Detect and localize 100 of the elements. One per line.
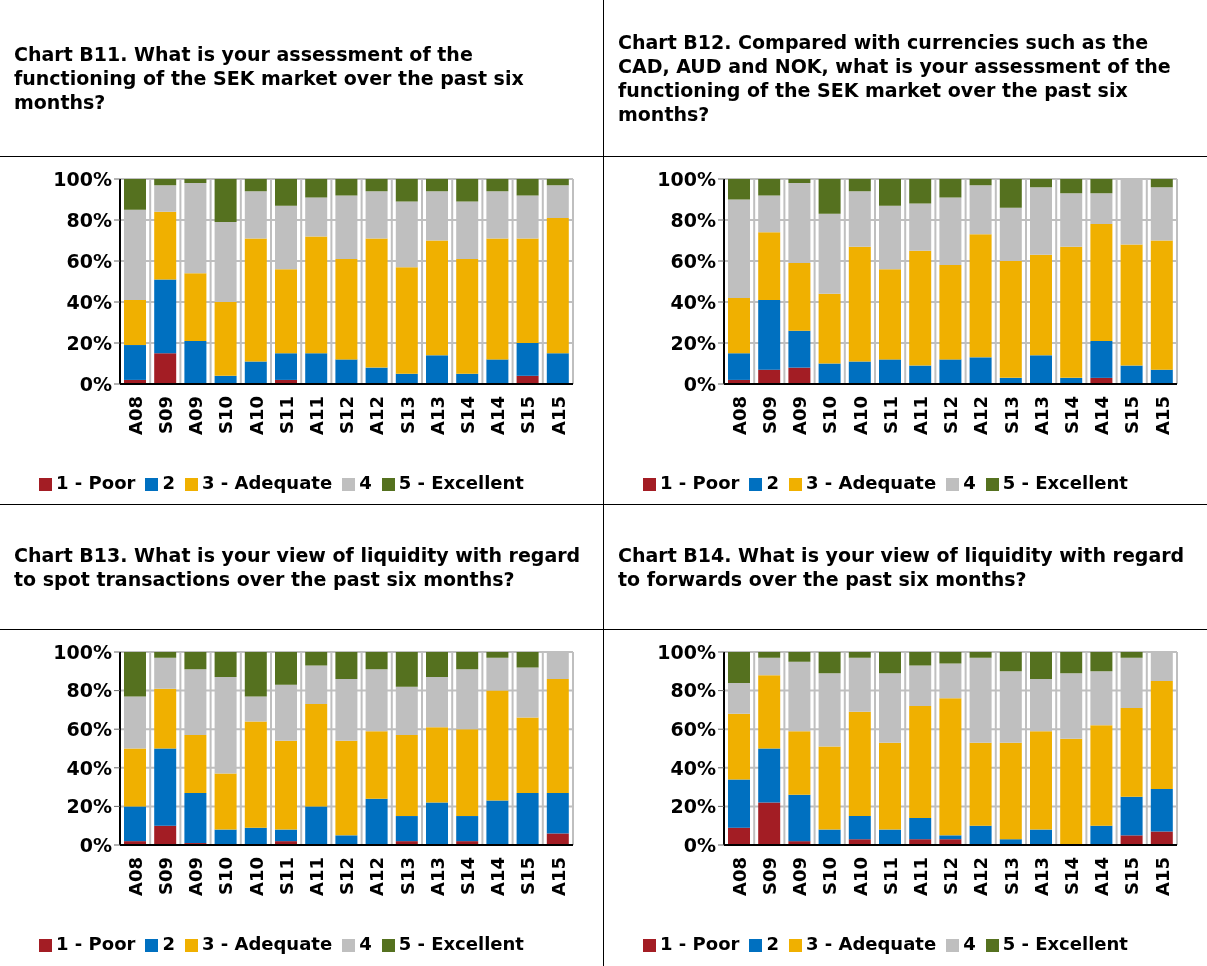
x-tick-label: A14 bbox=[487, 396, 509, 435]
legend-label: 4 bbox=[359, 933, 372, 954]
y-tick-label: 40% bbox=[66, 756, 112, 779]
x-tick-label: S09 bbox=[155, 857, 177, 896]
legend-label: 5 - Excellent bbox=[398, 933, 524, 954]
x-tick-label: S09 bbox=[759, 857, 781, 896]
x-tick-label: A12 bbox=[970, 396, 992, 435]
x-tick-label: A08 bbox=[124, 857, 146, 896]
legend-label: 2 bbox=[162, 472, 175, 493]
x-tick-label: A10 bbox=[245, 857, 267, 896]
y-tick-label: 60% bbox=[66, 717, 112, 740]
x-tick-label: S15 bbox=[1121, 396, 1143, 435]
y-tick-label: 40% bbox=[670, 290, 716, 313]
x-tick-label: S12 bbox=[336, 396, 358, 435]
x-tick-label: A13 bbox=[1030, 396, 1052, 435]
chart-title: Chart B14. What is your view of liquidity with regard to forwards over the past six months? bbox=[604, 505, 1207, 630]
y-tick-label: 0% bbox=[79, 372, 112, 395]
x-tick-label: S10 bbox=[819, 857, 841, 896]
x-tick-label: S13 bbox=[1000, 857, 1022, 896]
y-tick-label: 80% bbox=[670, 208, 716, 231]
x-tick-label: A10 bbox=[849, 396, 871, 435]
x-tick-label: A14 bbox=[1091, 857, 1113, 896]
x-tick-label: S09 bbox=[759, 396, 781, 435]
y-tick-label: 60% bbox=[66, 249, 112, 272]
legend-label: 5 - Excellent bbox=[398, 472, 524, 493]
y-tick-label: 20% bbox=[66, 795, 112, 818]
x-tick-label: A13 bbox=[1030, 857, 1052, 896]
x-tick-label: A09 bbox=[185, 396, 207, 435]
x-tick-label: S13 bbox=[1000, 396, 1022, 435]
y-tick-label: 0% bbox=[683, 372, 716, 395]
y-tick-label: 0% bbox=[683, 833, 716, 856]
legend-label: 5 - Excellent bbox=[1002, 933, 1128, 954]
x-tick-label: A13 bbox=[426, 396, 448, 435]
x-tick-label: S12 bbox=[336, 857, 358, 896]
x-tick-label: A15 bbox=[1151, 857, 1173, 896]
legend-label: 5 - Excellent bbox=[1002, 472, 1128, 493]
x-tick-label: S15 bbox=[517, 857, 539, 896]
legend-label: 1 - Poor bbox=[56, 933, 136, 954]
x-tick-label: A11 bbox=[306, 396, 328, 435]
x-tick-label: S13 bbox=[396, 857, 418, 896]
x-tick-label: A08 bbox=[124, 396, 146, 435]
y-tick-label: 60% bbox=[670, 717, 716, 740]
x-tick-label: S12 bbox=[940, 857, 962, 896]
x-tick-label: A12 bbox=[970, 857, 992, 896]
x-tick-label: S10 bbox=[215, 396, 237, 435]
x-tick-label: A14 bbox=[1091, 396, 1113, 435]
x-tick-label: A12 bbox=[366, 857, 388, 896]
y-tick-label: 20% bbox=[670, 331, 716, 354]
legend-label: 4 bbox=[359, 472, 372, 493]
x-tick-label: A09 bbox=[789, 396, 811, 435]
x-tick-label: A10 bbox=[849, 857, 871, 896]
x-tick-label: S10 bbox=[819, 396, 841, 435]
y-tick-label: 80% bbox=[66, 208, 112, 231]
legend-label: 2 bbox=[162, 933, 175, 954]
x-tick-label: A11 bbox=[306, 857, 328, 896]
x-tick-label: S14 bbox=[457, 396, 479, 435]
y-tick-label: 100% bbox=[53, 640, 112, 663]
legend-label: 2 bbox=[766, 933, 779, 954]
y-tick-label: 100% bbox=[53, 167, 112, 190]
legend-label: 4 bbox=[963, 933, 976, 954]
x-tick-label: S11 bbox=[275, 396, 297, 435]
x-tick-label: S14 bbox=[457, 857, 479, 896]
y-tick-label: 0% bbox=[79, 833, 112, 856]
x-tick-label: S09 bbox=[155, 396, 177, 435]
x-tick-label: S15 bbox=[517, 396, 539, 435]
y-tick-label: 40% bbox=[66, 290, 112, 313]
x-tick-label: S15 bbox=[1121, 857, 1143, 896]
legend-label: 3 - Adequate bbox=[201, 472, 333, 493]
y-tick-label: 80% bbox=[66, 679, 112, 702]
legend-label: 3 - Adequate bbox=[805, 472, 937, 493]
chart-title: Chart B12. Compared with currencies such as the CAD, AUD and NOK, what is your assessment of the functioning of the SEK market over the past six months? bbox=[604, 0, 1207, 157]
x-tick-label: A10 bbox=[245, 396, 267, 435]
legend-label: 1 - Poor bbox=[660, 472, 740, 493]
x-tick-label: S14 bbox=[1061, 857, 1083, 896]
x-tick-label: S11 bbox=[879, 857, 901, 896]
x-tick-label: A15 bbox=[547, 857, 569, 896]
y-tick-label: 100% bbox=[657, 640, 716, 663]
y-tick-label: 100% bbox=[657, 167, 716, 190]
chart-title: Chart B11. What is your assessment of the functioning of the SEK market over the past six months? bbox=[0, 0, 603, 157]
x-tick-label: S11 bbox=[275, 857, 297, 896]
x-tick-label: A14 bbox=[487, 857, 509, 896]
y-tick-label: 40% bbox=[670, 756, 716, 779]
x-tick-label: S12 bbox=[940, 396, 962, 435]
legend-label: 1 - Poor bbox=[660, 933, 740, 954]
x-tick-label: A11 bbox=[910, 396, 932, 435]
x-tick-label: A15 bbox=[547, 396, 569, 435]
legend-label: 1 - Poor bbox=[56, 472, 136, 493]
x-tick-label: A08 bbox=[728, 396, 750, 435]
legend-label: 4 bbox=[963, 472, 976, 493]
x-tick-label: S10 bbox=[215, 857, 237, 896]
x-tick-label: S13 bbox=[396, 396, 418, 435]
legend-label: 3 - Adequate bbox=[805, 933, 937, 954]
y-tick-label: 20% bbox=[66, 331, 112, 354]
y-tick-label: 80% bbox=[670, 679, 716, 702]
legend-label: 2 bbox=[766, 472, 779, 493]
y-tick-label: 60% bbox=[670, 249, 716, 272]
x-tick-label: A11 bbox=[910, 857, 932, 896]
x-tick-label: S14 bbox=[1061, 396, 1083, 435]
y-tick-label: 20% bbox=[670, 795, 716, 818]
x-tick-label: S11 bbox=[879, 396, 901, 435]
